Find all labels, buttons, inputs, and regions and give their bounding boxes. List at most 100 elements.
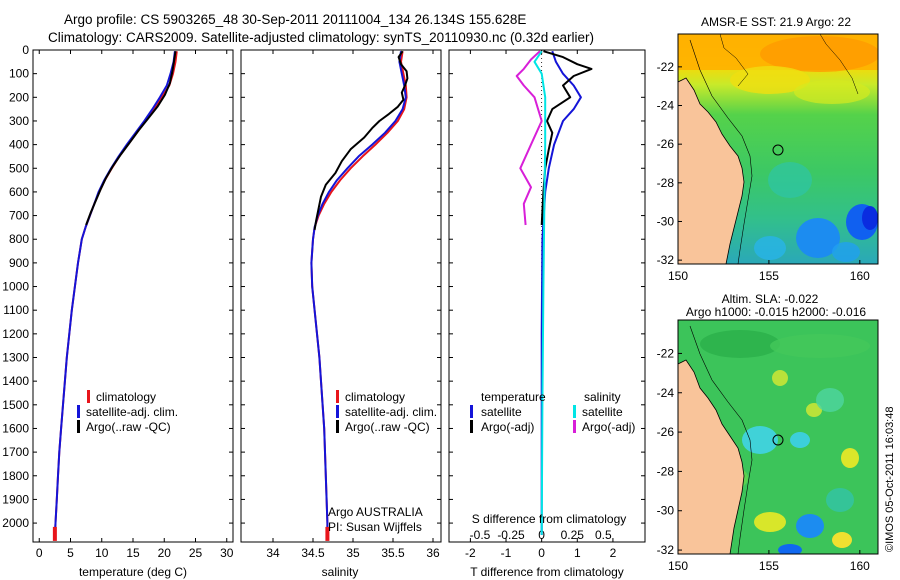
x-tick-label: 30 (220, 546, 234, 560)
legend-swatch-argo (77, 420, 80, 433)
map-y-tick-label: -28 (657, 176, 675, 190)
y-tick-label: 1200 (2, 327, 29, 341)
bottom-marker (52, 526, 57, 541)
legend-swatch-temp-satellite (470, 405, 473, 418)
legend-label-temp-satellite: satellite (481, 405, 522, 419)
legend-swatch-climatology (336, 390, 339, 403)
legend-label-temp-argo: Argo(-adj) (481, 420, 534, 434)
y-tick-label: 1700 (2, 445, 29, 459)
legend-label-climatology: climatology (96, 390, 156, 404)
map-y-tick-label: -26 (657, 137, 675, 151)
legend-label-argo: Argo(..raw -QC) (345, 420, 430, 434)
x-tick-label: 1 (574, 546, 581, 560)
difference-x-axis-label: T difference from climatology (470, 565, 624, 579)
legend-label-argo: Argo(..raw -QC) (86, 420, 171, 434)
y-tick-label: 200 (9, 90, 29, 104)
temperature-ticks: 0 5 10 15 20 25 300100200300400500600700800900… (2, 43, 233, 560)
figure-title-line2: Climatology: CARS2009. Satellite-adjuste… (48, 30, 594, 45)
y-tick-label: 500 (9, 161, 29, 175)
y-tick-label: 0 (22, 43, 29, 57)
x-tick-label: 36 (426, 546, 440, 560)
x-tick-label: 34.5 (301, 546, 325, 560)
x-tick-label: 0 (36, 546, 43, 560)
map-y-tick-label: -22 (657, 346, 675, 360)
y-tick-label: 1800 (2, 469, 29, 483)
map-y-tick-label: -24 (657, 99, 675, 113)
map-y-tick-label: -28 (657, 464, 675, 478)
map-y-tick-label: -30 (657, 504, 675, 518)
figure-title-line1: Argo profile: CS 5903265_48 30-Sep-2011 … (64, 12, 526, 27)
y-tick-label: 900 (9, 256, 29, 270)
y-tick-label: 1100 (3, 303, 29, 317)
sla-map-panel: Altim. SLA: -0.022 Argo h1000: -0.015 h2… (657, 292, 879, 573)
y-tick-label: 800 (9, 232, 29, 246)
salinity-annotation-pi: PI: Susan Wijffels (328, 520, 422, 534)
series-line-satellite-adj-clim- (310, 51, 407, 535)
salinity-series-group (310, 50, 409, 541)
temperature-axes-frame (32, 49, 234, 543)
series-line-argo-raw-qc- (85, 51, 177, 226)
difference-profile-panel: -2 -1 0 1 2-0.5 -0.25 0 0.25 0.5 temperature sal… (448, 49, 646, 579)
sst-map-image (678, 34, 878, 264)
temperature-series-group (52, 51, 178, 541)
x-tick-label: 25 (189, 546, 203, 560)
y-tick-label: 2000 (2, 516, 29, 530)
salinity-profile-panel: 34 34.5 35 35.5 36 climatology satellite-adj… (240, 49, 442, 579)
difference-legend: temperature salinity satellite Argo(-adj… (470, 390, 635, 434)
x-tick-label: -2 (465, 546, 476, 560)
x-tick-label: 15 (126, 546, 140, 560)
legend-swatch-argo (336, 420, 339, 433)
sst-map-title: AMSR-E SST: 21.9 Argo: 22 (701, 15, 851, 29)
x-tick-label: 0 (538, 546, 545, 560)
map-y-tick-label: -32 (657, 253, 675, 267)
legend-header-salinity: salinity (584, 390, 621, 404)
legend-swatch-sal-argo (573, 420, 576, 433)
australia-land (678, 77, 745, 264)
x-tick-label: 20 (158, 546, 172, 560)
argo-float-marker (772, 144, 784, 156)
difference-axes-frame (448, 49, 646, 543)
salinity-annotation-program: Argo AUSTRALIA (328, 505, 423, 519)
y-tick-label: 1500 (2, 398, 29, 412)
y-tick-label: 300 (9, 114, 29, 128)
map-y-tick-label: -26 (657, 425, 675, 439)
series-line-satellite-s- (533, 50, 547, 535)
legend-swatch-climatology (87, 390, 90, 403)
y-tick-label: 1600 (2, 421, 29, 435)
sla-map-ticks: 150 155 160 -22 -24 -26 -28 -30 -32 (657, 346, 870, 573)
difference-series-group (515, 50, 593, 535)
legend-label-satellite: satellite-adj. clim. (345, 405, 437, 419)
legend-swatch-satellite (336, 405, 339, 418)
map-y-tick-label: -24 (657, 386, 675, 400)
x-tick-label: 10 (95, 546, 109, 560)
argo-float-marker (772, 434, 784, 446)
map-x-tick-label: 155 (759, 559, 779, 573)
salinity-legend: climatology satellite-adj. clim. Argo(..… (336, 390, 437, 434)
legend-label-sal-satellite: satellite (582, 405, 623, 419)
legend-swatch-temp-argo (470, 420, 473, 433)
map-y-tick-label: -30 (657, 214, 675, 228)
x-tick-label: 5 (67, 546, 74, 560)
s-tick-label: -0.25 (497, 528, 525, 542)
sst-map-ticks: 150 155 160 -22 -24 -26 -28 -30 -32 (657, 60, 870, 283)
x-tick-label: -1 (501, 546, 512, 560)
legend-swatch-satellite (77, 405, 80, 418)
legend-label-satellite: satellite-adj. clim. (86, 405, 178, 419)
sst-shelf-contour (689, 39, 753, 264)
temperature-profile-panel: 0 5 10 15 20 25 300100200300400500600700800900… (2, 43, 233, 579)
x-tick-label: 35.5 (381, 546, 405, 560)
sla-shelf-contour (689, 325, 753, 554)
salinity-axes-frame (240, 49, 442, 543)
y-tick-label: 1300 (2, 351, 29, 365)
sla-map-title: Altim. SLA: -0.022 (722, 292, 819, 306)
legend-label-climatology: climatology (345, 390, 405, 404)
map-x-tick-label: 155 (759, 269, 779, 283)
difference-top-axis-label: S difference from climatology (472, 512, 627, 526)
s-tick-label: 0.25 (561, 528, 585, 542)
map-x-tick-label: 150 (668, 559, 688, 573)
s-tick-label: -0.5 (470, 528, 491, 542)
series-line-satellite (540, 50, 582, 535)
x-tick-label: 34 (266, 546, 280, 560)
map-x-tick-label: 150 (668, 269, 688, 283)
